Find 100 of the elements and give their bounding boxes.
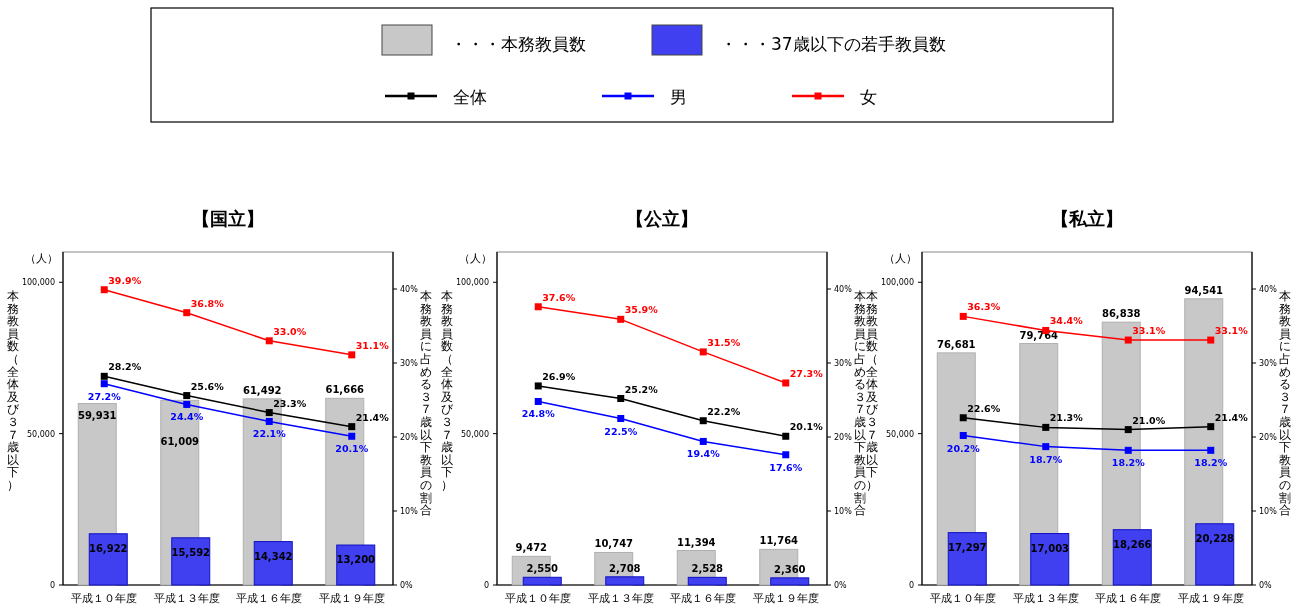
data-label: 33.0% xyxy=(273,325,307,337)
data-label: 22.5% xyxy=(604,425,638,437)
point xyxy=(1124,446,1132,454)
y-tick-label: 100,000 xyxy=(455,278,489,288)
y-tick-label: 50,000 xyxy=(27,429,55,439)
point xyxy=(959,312,967,320)
text: 本務教員数（全体及び３７歳以下） xyxy=(441,289,453,492)
x-tick-label: 平成１９年度 xyxy=(318,592,385,605)
y2-tick-label: 40% xyxy=(1259,285,1278,294)
bar xyxy=(171,537,211,586)
x-tick-label: 平成１０年度 xyxy=(71,592,138,605)
data-label: 26.9% xyxy=(542,370,576,382)
point xyxy=(534,303,542,311)
data-label: 59,931 xyxy=(77,409,117,421)
data-label: 20.2% xyxy=(946,442,981,454)
data-label: 22.2% xyxy=(707,405,741,417)
text: （人） xyxy=(458,252,492,265)
y2-tick-label: 30% xyxy=(400,359,419,368)
bar xyxy=(88,533,128,586)
y2-tick-label: 30% xyxy=(1259,359,1278,368)
data-label: 2,708 xyxy=(608,562,641,574)
legend-label: 女 xyxy=(860,87,877,107)
data-label: 25.2% xyxy=(624,383,659,395)
data-label: 10,747 xyxy=(594,538,634,550)
data-label: 19.4% xyxy=(686,448,721,460)
data-label: 36.8% xyxy=(190,297,225,309)
data-label: 2,528 xyxy=(691,563,724,575)
data-label: 34.4% xyxy=(1049,315,1084,327)
text: （人） xyxy=(24,252,58,265)
x-tick-label: 平成１３年度 xyxy=(587,592,654,605)
y2-tick-label: 0% xyxy=(1259,581,1273,590)
data-label: 61,492 xyxy=(242,384,282,396)
point xyxy=(348,423,356,431)
data-label: 18,266 xyxy=(1112,538,1152,550)
data-label: 76,681 xyxy=(936,338,976,350)
data-label: 16,922 xyxy=(88,542,128,554)
bar xyxy=(770,577,810,586)
data-label: 18.2% xyxy=(1111,457,1146,469)
data-label: 23.3% xyxy=(273,397,307,409)
data-label: 24.8% xyxy=(521,408,556,420)
text: （人） xyxy=(883,252,917,265)
y2-tick-label: 20% xyxy=(1259,433,1278,442)
data-label: 18.2% xyxy=(1194,457,1228,469)
text: 本務教員に占める３７歳以下教員の割合 xyxy=(420,289,432,518)
y-tick-label: 50,000 xyxy=(886,429,914,439)
point xyxy=(699,348,707,356)
x-tick-label: 平成１３年度 xyxy=(153,592,220,605)
data-label: 20.1% xyxy=(335,443,369,455)
point xyxy=(1207,423,1215,431)
bar xyxy=(1112,529,1152,586)
point xyxy=(183,400,191,408)
data-label: 79,764 xyxy=(1019,329,1059,341)
legend-label: ・・・本務教員数 xyxy=(450,34,586,54)
data-label: 20,228 xyxy=(1195,532,1235,544)
data-label: 39.9% xyxy=(108,274,142,286)
data-label: 31.1% xyxy=(355,339,390,351)
bar xyxy=(1030,533,1070,586)
data-label: 61,666 xyxy=(325,384,365,396)
point xyxy=(183,309,191,317)
data-label: 11,764 xyxy=(759,535,799,547)
y2-tick-label: 10% xyxy=(1259,507,1278,516)
x-tick-label: 平成１６年度 xyxy=(236,592,303,605)
bar xyxy=(522,576,562,586)
y-tick-label: 0 xyxy=(49,581,55,590)
legend-label: 全体 xyxy=(453,87,487,107)
point xyxy=(1124,426,1132,434)
data-label: 13,200 xyxy=(336,554,376,566)
legend-label: ・・・37歳以下の若手教員数 xyxy=(720,34,946,54)
text: 本務教員数（全体及び３７歳以下） xyxy=(866,289,878,492)
point xyxy=(265,417,273,425)
data-label: 21.4% xyxy=(355,411,390,423)
point xyxy=(782,432,790,440)
text: 本務教員に占める３７歳以下教員の割合 xyxy=(854,289,866,518)
y-tick-label: 100,000 xyxy=(21,278,55,288)
y2-tick-label: 0% xyxy=(834,581,848,590)
data-label: 31.5% xyxy=(707,336,741,348)
point xyxy=(617,315,625,323)
point xyxy=(265,337,273,345)
x-tick-label: 平成１９年度 xyxy=(1177,592,1244,605)
y-tick-label: 0 xyxy=(483,581,489,590)
x-tick-label: 平成１９年度 xyxy=(752,592,819,605)
point xyxy=(1042,423,1050,431)
data-label: 27.3% xyxy=(789,367,824,379)
data-label: 17,003 xyxy=(1030,542,1070,554)
data-label: 9,472 xyxy=(515,542,548,554)
point xyxy=(348,351,356,359)
point xyxy=(782,451,790,459)
point xyxy=(617,415,625,422)
point xyxy=(617,395,625,403)
point xyxy=(959,414,967,422)
data-label: 36.3% xyxy=(967,301,1001,313)
point xyxy=(699,417,707,425)
point xyxy=(534,397,542,405)
y2-tick-label: 20% xyxy=(834,433,853,442)
y-tick-label: 100,000 xyxy=(880,278,914,288)
data-label: 2,360 xyxy=(773,563,806,575)
data-label: 33.1% xyxy=(1214,325,1249,337)
data-label: 17,297 xyxy=(947,541,987,553)
y-tick-label: 0 xyxy=(908,581,914,590)
point xyxy=(100,380,108,388)
